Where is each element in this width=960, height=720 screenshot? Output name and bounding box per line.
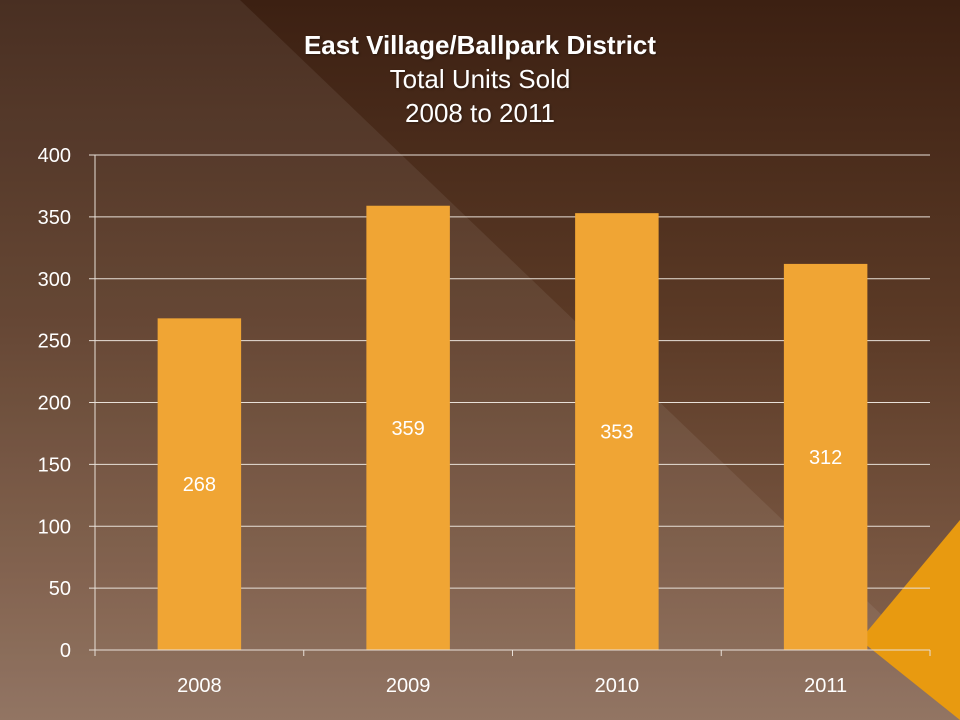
y-tick-label: 200: [38, 393, 71, 415]
y-tick-label: 300: [38, 269, 71, 291]
y-tick-label: 350: [38, 207, 71, 229]
labels: 0 50 100 150 200 250 300 350 400 2008 268 2009 359 20…: [38, 145, 848, 697]
y-tick-label: 0: [60, 640, 71, 662]
x-tick-label: 2011: [804, 675, 847, 697]
y-tick-label: 100: [38, 516, 71, 538]
data-label: 312: [809, 447, 842, 469]
bar-2011: [783, 263, 868, 650]
x-tick-label: 2009: [386, 675, 431, 697]
data-label: 359: [391, 418, 424, 440]
y-tick-label: 400: [38, 145, 71, 167]
chart-subtitle-line-1: Total Units Sold: [389, 64, 571, 94]
bars: [157, 205, 868, 651]
axes: [89, 154, 931, 656]
chart-subtitle-line-2: 2008 to 2011: [405, 98, 555, 128]
decorative-accent-triangle: [860, 520, 960, 720]
x-tick-label: 2008: [177, 675, 222, 697]
y-tick-label: 250: [38, 331, 71, 353]
y-tick-label: 50: [49, 578, 71, 600]
x-tick-label: 2010: [595, 675, 640, 697]
chart-title-block: East Village/Ballpark District Total Uni…: [0, 28, 960, 130]
y-tick-label: 150: [38, 454, 71, 476]
data-label: 268: [183, 474, 216, 496]
bar-2009: [366, 205, 450, 651]
bar-2008: [157, 318, 242, 650]
chart-title: East Village/Ballpark District: [303, 30, 657, 60]
bar-2010: [575, 213, 659, 650]
data-label: 353: [600, 422, 633, 444]
